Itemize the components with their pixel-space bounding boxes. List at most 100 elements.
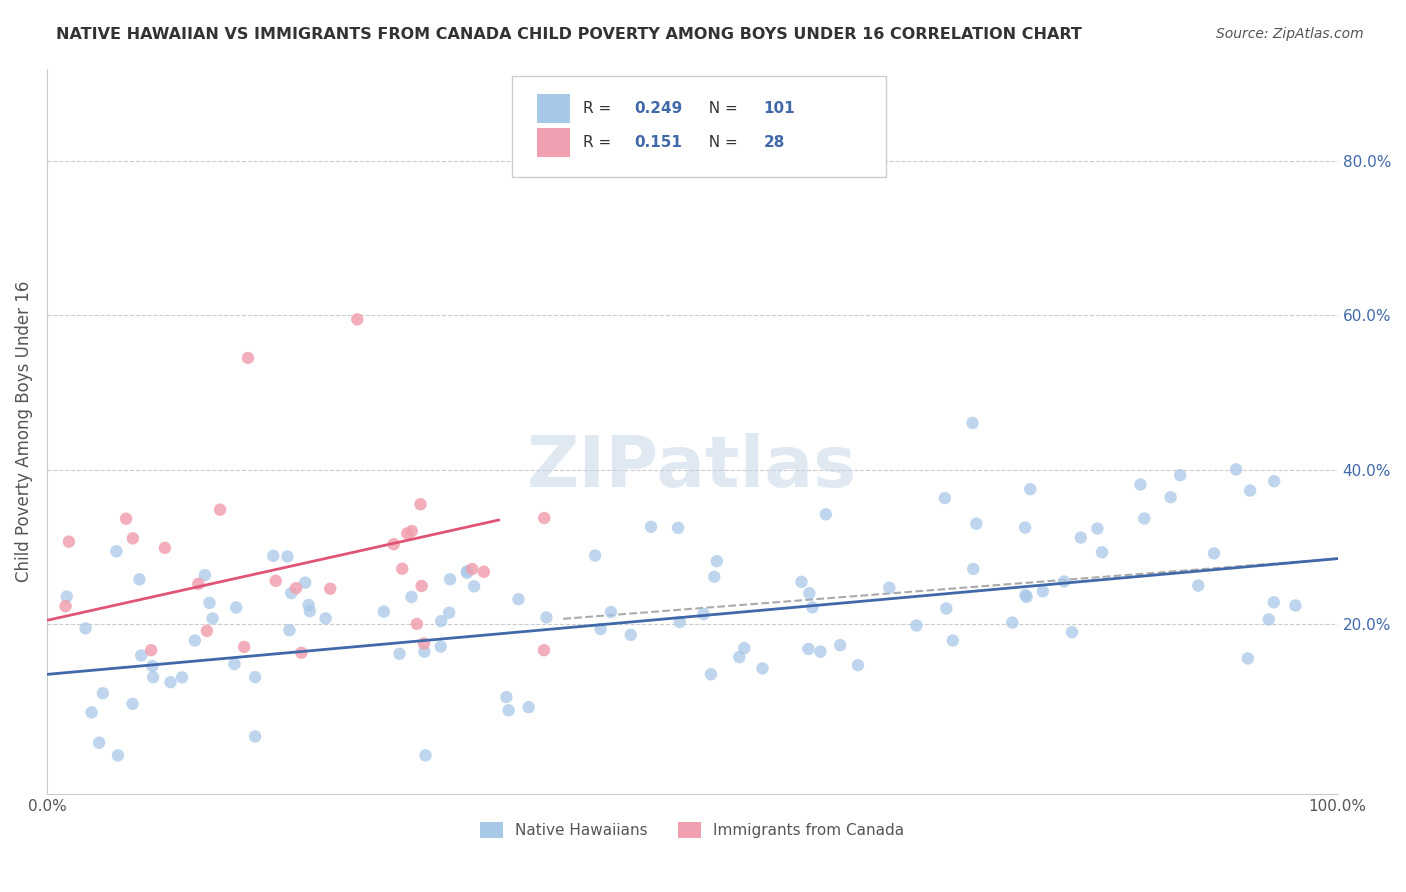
Native Hawaiians [1014,588,1036,602]
Legend: Native Hawaiians, Immigrants from Canada: Native Hawaiians, Immigrants from Canada [474,816,911,845]
Native Hawaiians [201,611,224,625]
Native Hawaiians [159,675,181,690]
Native Hawaiians [1225,462,1247,476]
Y-axis label: Child Poverty Among Boys Under 16: Child Poverty Among Boys Under 16 [15,281,32,582]
Native Hawaiians [456,566,478,580]
Native Hawaiians [1001,615,1024,630]
Native Hawaiians [388,647,411,661]
Native Hawaiians [962,416,984,430]
Native Hawaiians [935,601,957,615]
Native Hawaiians [1015,590,1038,604]
Native Hawaiians [700,667,723,681]
Native Hawaiians [810,645,832,659]
Native Hawaiians [517,700,540,714]
Native Hawaiians [1060,625,1083,640]
Native Hawaiians [498,703,520,717]
Native Hawaiians [1263,595,1285,609]
Native Hawaiians [80,706,103,720]
Native Hawaiians [456,564,478,578]
Text: R =: R = [582,101,616,116]
Immigrants from Canada [533,511,555,525]
Native Hawaiians [495,690,517,704]
Immigrants from Canada [236,351,259,365]
Text: NATIVE HAWAIIAN VS IMMIGRANTS FROM CANADA CHILD POVERTY AMONG BOYS UNDER 16 CORR: NATIVE HAWAIIAN VS IMMIGRANTS FROM CANAD… [56,27,1083,42]
Native Hawaiians [1187,578,1209,592]
Native Hawaiians [640,520,662,534]
Native Hawaiians [589,622,612,636]
Native Hawaiians [105,544,128,558]
Native Hawaiians [1263,474,1285,488]
Native Hawaiians [1284,599,1306,613]
Native Hawaiians [1168,468,1191,483]
Immigrants from Canada [55,599,77,614]
Native Hawaiians [877,581,900,595]
Native Hawaiians [797,641,820,656]
Native Hawaiians [225,600,247,615]
Text: ZIPatlas: ZIPatlas [527,433,858,502]
Native Hawaiians [194,568,217,582]
FancyBboxPatch shape [512,76,886,178]
Native Hawaiians [942,633,965,648]
Native Hawaiians [801,600,824,615]
Native Hawaiians [934,491,956,505]
Native Hawaiians [276,549,298,564]
Native Hawaiians [830,638,852,652]
Native Hawaiians [1053,574,1076,589]
Native Hawaiians [666,521,689,535]
Immigrants from Canada [58,534,80,549]
Native Hawaiians [790,574,813,589]
Native Hawaiians [297,598,319,612]
Native Hawaiians [142,670,165,684]
Native Hawaiians [965,516,987,531]
Native Hawaiians [733,641,755,656]
Native Hawaiians [620,628,643,642]
Immigrants from Canada [153,541,176,555]
Native Hawaiians [298,604,321,618]
Native Hawaiians [280,586,302,600]
Native Hawaiians [668,615,690,629]
Immigrants from Canada [319,582,342,596]
Native Hawaiians [706,554,728,568]
Immigrants from Canada [346,312,368,326]
Native Hawaiians [751,661,773,675]
Native Hawaiians [1032,584,1054,599]
Native Hawaiians [184,633,207,648]
Immigrants from Canada [461,562,484,576]
Native Hawaiians [1257,612,1279,626]
Immigrants from Canada [195,624,218,638]
Immigrants from Canada [533,643,555,657]
Native Hawaiians [415,748,437,763]
Native Hawaiians [1091,545,1114,559]
Native Hawaiians [91,686,114,700]
Native Hawaiians [703,570,725,584]
Native Hawaiians [1239,483,1261,498]
Native Hawaiians [315,611,337,625]
Text: Source: ZipAtlas.com: Source: ZipAtlas.com [1216,27,1364,41]
Immigrants from Canada [382,537,405,551]
Native Hawaiians [75,621,97,635]
Immigrants from Canada [264,574,287,588]
Native Hawaiians [1160,490,1182,504]
Native Hawaiians [224,657,246,671]
Native Hawaiians [172,670,194,684]
Native Hawaiians [1202,546,1225,560]
Native Hawaiians [107,748,129,763]
Native Hawaiians [121,697,143,711]
Immigrants from Canada [187,577,209,591]
Native Hawaiians [583,549,606,563]
Native Hawaiians [430,614,453,628]
Native Hawaiians [1070,531,1092,545]
Native Hawaiians [429,640,451,654]
Native Hawaiians [128,573,150,587]
Native Hawaiians [728,650,751,665]
Native Hawaiians [437,606,460,620]
Native Hawaiians [1237,651,1260,665]
Text: 28: 28 [763,135,785,150]
Native Hawaiians [55,590,77,604]
Native Hawaiians [692,607,714,622]
Immigrants from Canada [413,636,436,650]
Native Hawaiians [198,596,221,610]
Text: N =: N = [699,101,742,116]
Text: 101: 101 [763,101,794,116]
Native Hawaiians [401,590,423,604]
